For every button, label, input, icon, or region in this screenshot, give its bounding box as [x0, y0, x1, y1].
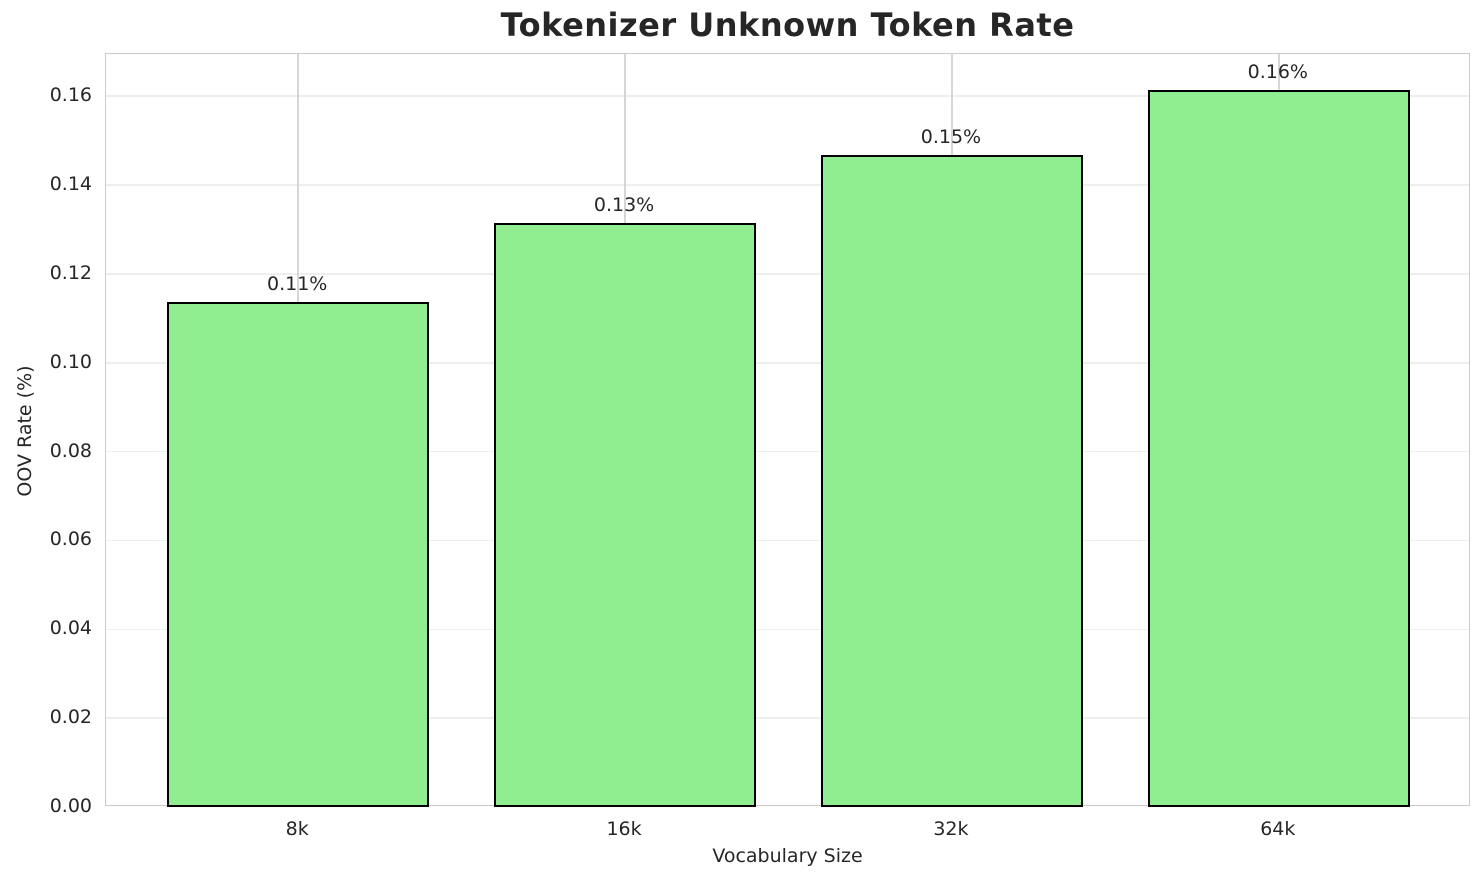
bar — [494, 223, 756, 807]
y-tick-label: 0.16 — [49, 84, 92, 107]
y-gridline — [106, 717, 1469, 719]
y-axis-label: OOV Rate (%) — [14, 365, 36, 497]
y-gridline — [106, 450, 1469, 453]
bar — [167, 302, 429, 807]
chart-title: Tokenizer Unknown Token Rate — [500, 6, 1075, 44]
plot-area — [105, 53, 1470, 807]
bar-value-label: 0.15% — [920, 126, 982, 149]
bar-value-label: 0.16% — [1247, 61, 1308, 84]
y-gridline — [106, 628, 1469, 631]
y-tick-label: 0.08 — [49, 439, 92, 462]
y-tick-label: 0.12 — [49, 261, 92, 284]
x-tick-label: 32k — [933, 818, 969, 840]
x-tick-label: 16k — [606, 818, 642, 840]
bar — [821, 155, 1083, 807]
y-tick-label: 0.10 — [49, 350, 92, 373]
y-gridline — [106, 95, 1469, 97]
x-tick-label: 64k — [1260, 818, 1296, 840]
y-tick-label: 0.06 — [49, 528, 92, 551]
y-tick-label: 0.00 — [49, 795, 92, 817]
y-gridline — [106, 539, 1469, 542]
y-gridline — [106, 362, 1469, 364]
bar — [1148, 90, 1410, 807]
bar-value-label: 0.13% — [593, 194, 655, 217]
y-gridline — [106, 273, 1469, 275]
x-axis-label: Vocabulary Size — [712, 845, 863, 867]
y-tick-label: 0.02 — [49, 706, 92, 729]
y-tick-label: 0.14 — [49, 173, 92, 196]
y-gridline — [106, 184, 1469, 186]
y-tick-label: 0.04 — [49, 617, 92, 640]
bar-value-label: 0.11% — [267, 273, 328, 296]
x-tick-label: 8k — [285, 818, 309, 840]
